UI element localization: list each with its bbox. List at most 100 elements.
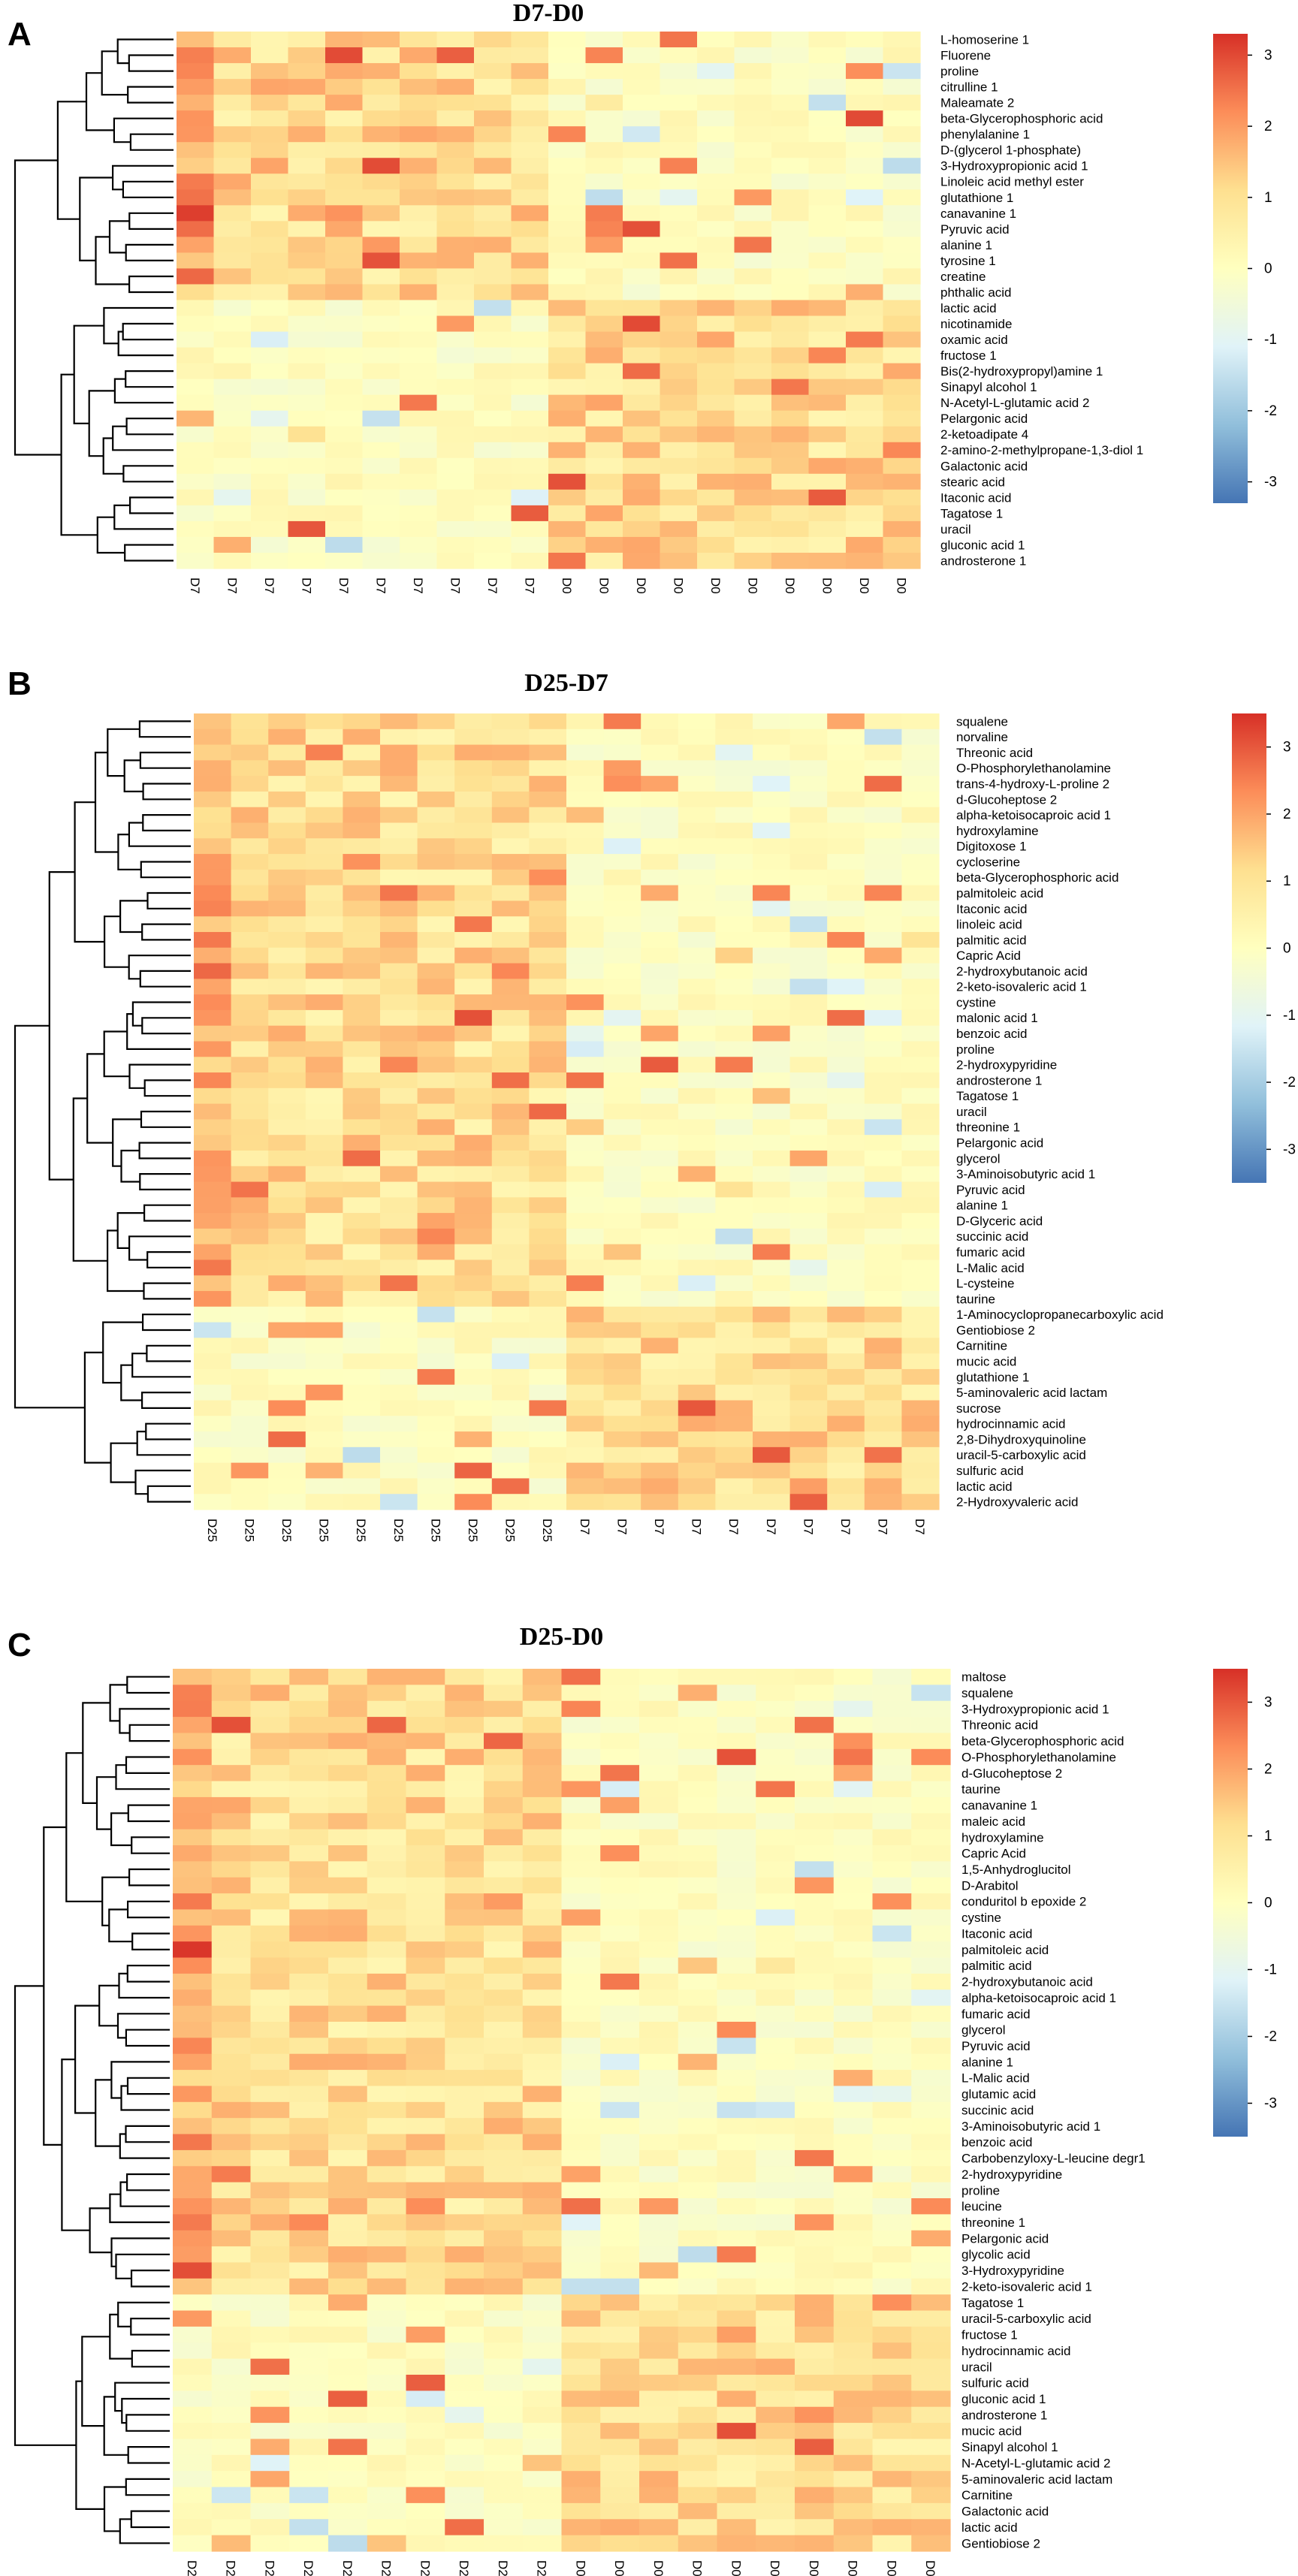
heatmap-cell: [585, 237, 623, 254]
heatmap-cell: [789, 1306, 828, 1323]
heatmap-cell: [678, 2358, 718, 2375]
heatmap-cell: [511, 520, 549, 538]
heatmap-cell: [827, 885, 865, 902]
heatmap-cell: [250, 2262, 290, 2279]
heatmap-cell: [901, 807, 940, 824]
heatmap-cell: [529, 1494, 567, 1510]
row-label: 2-hydroxybutanoic acid: [961, 1975, 1093, 1989]
heatmap-cell: [795, 1861, 835, 1878]
heatmap-cell: [484, 2519, 524, 2536]
heatmap-cell: [289, 2406, 329, 2424]
heatmap-cell: [678, 916, 716, 933]
heatmap-cell: [756, 2149, 795, 2167]
heatmap-cell: [901, 1150, 940, 1167]
heatmap-cell: [827, 1057, 865, 1073]
heatmap-cell: [288, 205, 326, 222]
column-label: D7: [337, 578, 351, 594]
heatmap-cell: [211, 2182, 252, 2199]
heatmap-cell: [484, 2134, 524, 2151]
heatmap-cell: [660, 237, 698, 254]
heatmap-cell: [522, 1941, 563, 1959]
heatmap-cell: [522, 1796, 563, 1814]
heatmap-cell: [548, 426, 587, 443]
row-label: fumaric acid: [961, 2007, 1031, 2021]
heatmap-cell: [697, 347, 735, 364]
heatmap-cell: [864, 1275, 902, 1292]
heatmap-cell: [406, 1700, 445, 1718]
heatmap-cell: [660, 473, 698, 490]
heatmap-cell: [771, 394, 810, 412]
heatmap-cell: [639, 2262, 679, 2279]
heatmap-cell: [484, 2053, 524, 2071]
heatmap-cell: [715, 854, 753, 870]
heatmap-cell: [436, 442, 475, 459]
heatmap-cell: [566, 1181, 605, 1198]
heatmap-cell: [561, 2375, 601, 2391]
heatmap-cell: [177, 300, 215, 317]
heatmap-cell: [417, 791, 455, 808]
heatmap-cell: [250, 1781, 290, 1798]
heatmap-cell: [417, 807, 455, 824]
heatmap-cell: [367, 1796, 407, 1814]
heatmap-cell: [789, 1462, 828, 1480]
heatmap-cell: [789, 994, 828, 1011]
heatmap-cell: [511, 158, 549, 174]
heatmap-cell: [231, 1368, 269, 1386]
heatmap-cell: [289, 2070, 329, 2087]
heatmap-cell: [846, 158, 884, 174]
heatmap-cell: [623, 379, 661, 396]
heatmap-cell: [678, 900, 716, 917]
heatmap-cell: [678, 2406, 718, 2424]
heatmap-cell: [211, 2166, 252, 2183]
column-label: D0: [820, 578, 834, 594]
heatmap-cell: [600, 2262, 640, 2279]
heatmap-cell: [251, 379, 289, 396]
heatmap-cell: [400, 379, 438, 396]
heatmap-cell: [522, 2134, 563, 2151]
heatmap-cell: [771, 126, 810, 143]
column-label: D0: [783, 578, 797, 594]
heatmap-cell: [789, 947, 828, 964]
heatmap-cell: [678, 1322, 716, 1338]
heatmap-cell: [529, 776, 567, 792]
heatmap-cell: [380, 1213, 418, 1229]
heatmap-cell: [548, 142, 587, 158]
heatmap-cell: [548, 442, 587, 459]
row-label: proline: [956, 1042, 995, 1057]
dendrogram-branch: [112, 164, 174, 191]
row-label: uracil-5-carboxylic acid: [961, 2312, 1091, 2326]
heatmap-cell: [522, 1989, 563, 2007]
heatmap-cell: [177, 552, 215, 569]
heatmap-cell: [600, 2214, 640, 2231]
heatmap-cell: [901, 1135, 940, 1151]
heatmap-cell: [511, 489, 549, 506]
heatmap-cell: [808, 268, 847, 285]
heatmap-cell: [808, 489, 847, 506]
heatmap-cell: [660, 79, 698, 95]
heatmap-cell: [454, 1150, 493, 1167]
heatmap-cell: [600, 2375, 640, 2391]
heatmap-cell: [343, 807, 381, 824]
heatmap-cell: [474, 79, 512, 95]
heatmap-cell: [827, 900, 865, 917]
heatmap-cell: [194, 963, 232, 979]
heatmap-cell: [367, 2502, 407, 2520]
heatmap-cell: [833, 2439, 874, 2456]
heatmap-cell: [445, 2535, 484, 2552]
heatmap-cell: [603, 1446, 641, 1464]
heatmap-cell: [678, 776, 716, 792]
heatmap-cell: [561, 1973, 601, 1990]
heatmap-cell: [623, 189, 661, 206]
heatmap-cell: [417, 916, 455, 933]
heatmap-cell: [600, 2005, 640, 2022]
dendrogram-branch: [127, 2446, 170, 2464]
heatmap-cell: [756, 2471, 795, 2488]
heatmap-cell: [585, 331, 623, 348]
heatmap-cell: [717, 1861, 756, 1878]
heatmap-cell: [362, 520, 400, 538]
heatmap-cell: [268, 1135, 306, 1151]
heatmap-cell: [734, 552, 772, 569]
panel-title: D25-D0: [520, 1623, 603, 1651]
heatmap-cell: [641, 947, 679, 964]
